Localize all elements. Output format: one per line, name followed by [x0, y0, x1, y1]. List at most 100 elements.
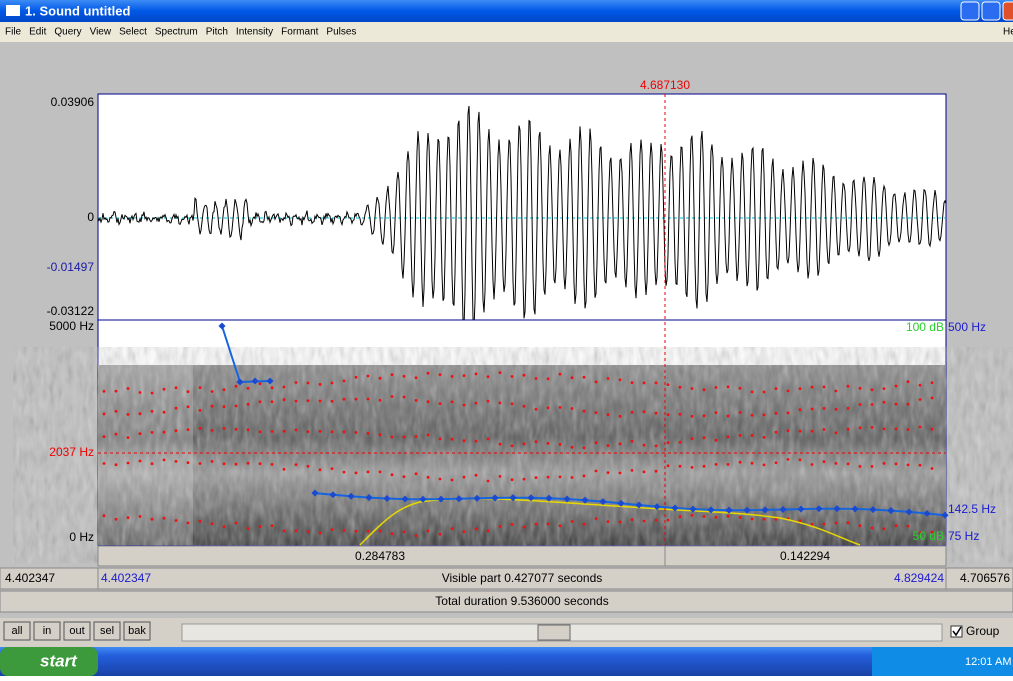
formant-dot [475, 373, 478, 376]
formant-dot [715, 439, 718, 442]
menu-item[interactable]: File [5, 27, 22, 38]
formant-dot [703, 465, 706, 468]
formant-dot [559, 443, 562, 446]
formant-dot [715, 411, 718, 414]
formant-dot [415, 376, 418, 379]
formant-dot [151, 462, 154, 465]
formant-dot [319, 430, 322, 433]
formant-dot [331, 400, 334, 403]
formant-dot [799, 430, 802, 433]
formant-dot [811, 408, 814, 411]
formant-dot [355, 431, 358, 434]
formant-dot [235, 428, 238, 431]
formant-dot [175, 407, 178, 410]
formant-dot [175, 460, 178, 463]
formant-dot [811, 430, 814, 433]
formant-dot [259, 400, 262, 403]
formant-dot [427, 434, 430, 437]
formant-dot [751, 434, 754, 437]
formant-dot [223, 388, 226, 391]
formant-dot [283, 386, 286, 389]
formant-dot [727, 463, 730, 466]
formant-dot [463, 439, 466, 442]
formant-dot [115, 463, 118, 466]
formant-dot [211, 460, 214, 463]
formant-dot [535, 377, 538, 380]
menu-item[interactable]: Query [54, 27, 81, 38]
formant-dot [439, 373, 442, 376]
formant-dot [655, 519, 658, 522]
formant-dot [343, 431, 346, 434]
formant-dot [235, 405, 238, 408]
formant-dot [235, 463, 238, 466]
formant-dot [379, 530, 382, 533]
minimize-button[interactable] [961, 2, 979, 20]
formant-dot [319, 383, 322, 386]
close-button[interactable] [1003, 2, 1013, 20]
start-total: 4.402347 [5, 571, 55, 585]
menu-item[interactable]: Pitch [206, 27, 228, 38]
formant-dot [103, 413, 106, 416]
formant-dot [211, 522, 214, 525]
formant-dot [259, 462, 262, 465]
formant-dot [787, 390, 790, 393]
formant-dot [139, 460, 142, 463]
formant-dot [259, 525, 262, 528]
formant-dot [427, 400, 430, 403]
formant-dot [883, 387, 886, 390]
formant-dot [583, 376, 586, 379]
formant-dot [271, 386, 274, 389]
menu-help[interactable]: He [1003, 27, 1013, 38]
formant-dot [403, 436, 406, 439]
menu-item[interactable]: View [90, 27, 112, 38]
formant-dot [355, 398, 358, 401]
formant-dot [247, 527, 250, 530]
formant-dot [199, 386, 202, 389]
menu-item[interactable]: Edit [29, 27, 46, 38]
formant-dot [451, 375, 454, 378]
formant-dot [463, 404, 466, 407]
formant-dot [571, 520, 574, 523]
formant-dot [331, 430, 334, 433]
formant-dot [211, 429, 214, 432]
formant-dot [415, 534, 418, 537]
formant-dot [367, 432, 370, 435]
formant-dot [283, 430, 286, 433]
formant-dot [439, 438, 442, 441]
formant-dot [487, 480, 490, 483]
formant-dot [619, 521, 622, 524]
formant-dot [523, 526, 526, 529]
formant-dot [607, 377, 610, 380]
formant-dot [127, 516, 130, 519]
formant-dot [703, 515, 706, 518]
formant-dot [703, 388, 706, 391]
menu-item[interactable]: Intensity [236, 27, 273, 38]
maximize-button[interactable] [982, 2, 1000, 20]
formant-dot [523, 478, 526, 481]
formant-dot [247, 462, 250, 465]
menu-item[interactable]: Spectrum [155, 27, 198, 38]
formant-dot [715, 386, 718, 389]
formant-dot [667, 441, 670, 444]
spectrogram-silence [98, 365, 193, 545]
formant-dot [619, 415, 622, 418]
formant-dot [667, 519, 670, 522]
formant-dot [823, 428, 826, 431]
formant-dot [931, 428, 934, 431]
formant-dot [607, 520, 610, 523]
formant-dot [595, 517, 598, 520]
formant-dot [775, 412, 778, 415]
scroll-thumb[interactable] [538, 625, 570, 640]
formant-dot [103, 462, 106, 465]
formant-dot [751, 414, 754, 417]
formant-dot [895, 428, 898, 431]
menu-item[interactable]: Formant [281, 27, 318, 38]
formant-dot [355, 472, 358, 475]
formant-dot [847, 428, 850, 431]
formant-dot [691, 514, 694, 517]
formant-dot [247, 428, 250, 431]
menu-item[interactable]: Select [119, 27, 147, 38]
formant-dot [271, 400, 274, 403]
menu-item[interactable]: Pulses [326, 27, 356, 38]
formant-dot [283, 468, 286, 471]
